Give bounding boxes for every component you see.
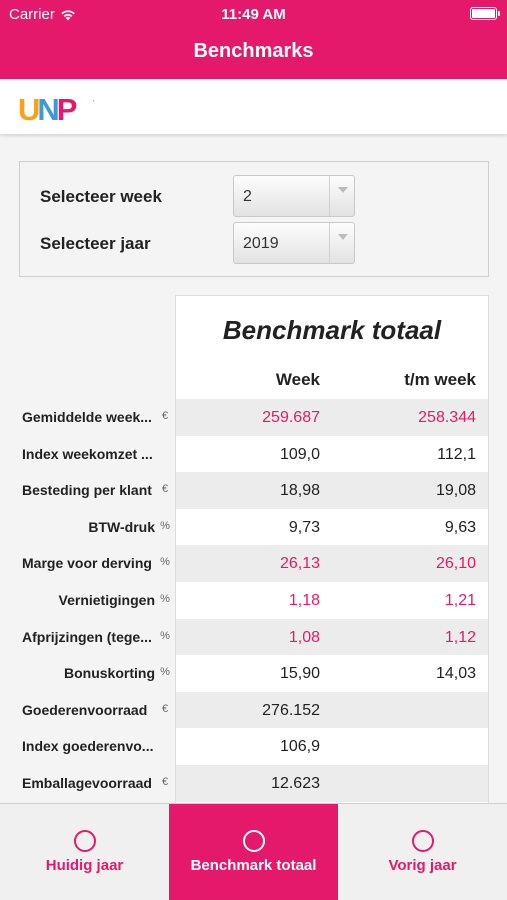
week-selector-row: Selecteer week 2 [20,175,490,217]
cell-to-week-value: 112,1 [437,445,476,463]
table-row: Besteding per klant €18,98 19,08 [0,472,489,509]
row-cells: 26,13 26,10 [176,545,488,582]
row-label: Vernietigingen [58,591,155,608]
tab-huidig-jaar[interactable]: Huidig jaar [0,804,169,900]
tab-label: Huidig jaar [45,857,124,874]
table-row: Index goederenvo... 106,9 [0,728,489,765]
row-label: Bonuskorting [64,665,155,682]
cell-to-week-value: 258.344 [418,409,476,426]
table-row: Emballagevoorraad €12.623 [0,764,489,802]
row-label: BTW-druk [88,518,155,535]
row-label: Index goederenvo... [22,738,154,755]
row-unit: € [161,410,169,422]
battery-icon [470,7,500,20]
row-label: Besteding per klant [22,482,152,499]
cell-to-week-value: 26,10 [435,555,476,573]
year-select[interactable]: 2019 [233,222,355,264]
row-cells: 9,73 9,63 [176,508,488,546]
tab-vorig-jaar[interactable]: Vorig jaar [338,804,507,900]
week-select[interactable]: 2 [233,175,355,217]
row-label: Gemiddelde week... [22,409,152,425]
circle-icon [411,830,434,852]
row-unit: € [161,702,169,715]
table-row: Goederenvoorraad €276.152 [0,691,489,729]
cell-to-week-value: 9,63 [444,518,476,536]
cell-week-value: 109,0 [279,445,320,463]
row-label: Emballagevoorraad [22,774,152,791]
cell-week-value: 276.152 [262,701,320,719]
row-unit: % [160,519,170,532]
cell-week-value: 26,13 [279,555,320,573]
row-unit: % [160,592,170,605]
row-unit: % [160,666,170,679]
row-cells: 12.623 [176,764,488,802]
row-cells: 1,08 1,12 [176,618,488,656]
row-label: Goederenvoorraad [22,701,148,718]
row-unit: % [160,556,170,569]
carrier-label: Carrier [9,6,55,23]
chevron-down-icon [329,223,354,263]
cell-week-value: 12.623 [271,774,320,792]
cell-week-value: 106,9 [279,738,320,756]
column-header-to-week: t/m week [404,370,476,389]
table-row: BTW-druk% 9,73 9,63 [0,508,489,546]
cell-to-week-value: 14,03 [435,665,476,683]
week-select-value: 2 [243,188,252,205]
week-selector-label: Selecteer week [40,187,162,206]
row-label: Afprijzingen (tege... [22,628,152,645]
table-row: Vernietigingen% 1,18 1,21 [0,581,489,619]
row-cells: 1,18 1,21 [176,581,488,619]
row-cells: 109,0 112,1 [176,435,488,473]
cell-week-value: 1,08 [288,628,320,646]
tab-label: Benchmark totaal [190,857,317,874]
table-row: Gemiddelde week... €259.687 258.344 [0,399,489,436]
status-bar: Carrier 11:49 AM [0,0,507,28]
row-unit: € [161,775,169,788]
tab-benchmark-totaal[interactable]: Benchmark totaal [169,804,338,900]
benchmark-rows: Gemiddelde week... €259.687 258.344 Index w… [0,399,489,802]
table-row: Afprijzingen (tege...% 1,08 1,12 [0,618,489,656]
row-cells: 106,9 [176,728,488,765]
table-row: Index weekomzet ... 109,0 112,1 [0,435,489,473]
column-header-week: Week [275,370,320,389]
circle-icon [73,830,96,852]
carrier-indicator: Carrier [9,6,76,23]
cell-week-value: 259.687 [262,409,320,426]
tab-bar: Huidig jaar Benchmark totaal Vorig jaar [0,803,507,900]
cell-to-week-value: 1,12 [444,628,476,646]
row-cells: 18,98 19,08 [176,472,488,509]
year-select-value: 2019 [243,235,279,252]
chevron-down-icon [329,176,354,216]
circle-icon [242,830,265,852]
status-time: 11:49 AM [221,6,286,23]
page-title: Benchmarks [193,40,314,62]
year-selector-label: Selecteer jaar [40,234,151,253]
cell-week-value: 18,98 [279,482,320,500]
row-cells: 276.152 [176,691,488,729]
cell-week-value: 9,73 [288,518,320,536]
cell-to-week-value: 1,21 [444,591,476,609]
table-title: Benchmark totaal [222,315,442,345]
table-row: Marge voor derving% 26,13 26,10 [0,545,489,582]
row-unit: € [161,483,169,496]
cell-to-week-value: 19,08 [435,482,476,500]
row-label: Marge voor derving [22,555,152,572]
tab-label: Vorig jaar [388,857,457,874]
app-header: Carrier 11:49 AM Benchmarks [0,0,507,79]
cell-week-value: 15,90 [279,665,320,683]
table-row: Bonuskorting% 15,90 14,03 [0,655,489,692]
row-unit: % [160,629,170,642]
year-selector-row: Selecteer jaar 2019 [20,222,490,264]
row-cells: 259.687 258.344 [176,399,488,436]
wifi-icon [61,9,75,20]
cell-week-value: 1,18 [288,591,320,609]
row-cells: 15,90 14,03 [176,655,488,692]
row-label: Index weekomzet ... [22,445,153,462]
logo-mark: ' [93,99,95,108]
selector-panel: Selecteer week 2 Selecteer jaar 2019 [19,161,489,277]
